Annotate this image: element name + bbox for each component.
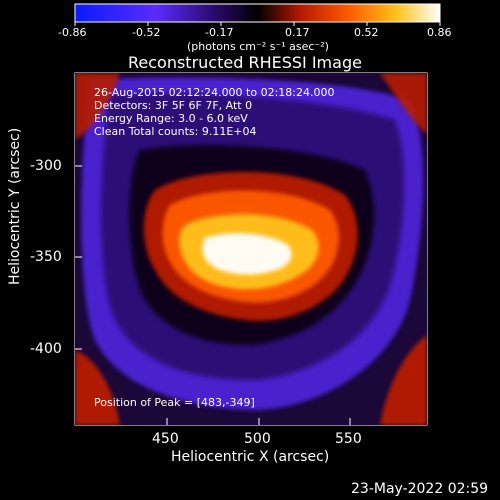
axis-ticks [75,165,351,425]
x-tick-label-2: 500 [244,431,271,447]
plot-title: Reconstructed RHESSI Image [128,53,362,72]
render-timestamp: 23-May-2022 02:59 [351,481,489,497]
colorbar [74,3,441,23]
info-clean: Clean Total counts: 9.11E+04 [94,125,257,138]
y-axis-label: Heliocentric Y (arcsec) [7,127,23,285]
colorbar-tick-label-5: 0.52 [354,26,379,39]
colorbar-tick-label-1: -0.86 [58,26,87,39]
y-tick-label-1: -300 [30,158,62,174]
info-detectors: Detectors: 3F 5F 6F 7F, Att 0 [94,99,253,112]
colorbar-tick-label-3: -0.17 [205,26,234,39]
rhessi-image [75,73,427,425]
x-tick-label-3: 550 [335,431,362,447]
y-tick-label-3: -400 [30,341,62,357]
info-energy-range: Energy Range: 3.0 - 6.0 keV [94,112,248,125]
x-axis-label: Heliocentric X (arcsec) [171,449,330,465]
colorbar-unit-label: (photons cm⁻² s⁻¹ asec⁻²) [187,40,329,53]
info-time-range: 26-Aug-2015 02:12:24.000 to 02:18:24.000 [94,86,335,99]
colorbar-tick-label-4: 0.17 [285,26,310,39]
y-tick-label-2: -350 [30,249,62,265]
x-tick-label-1: 450 [152,431,179,447]
colorbar-ticks [74,22,441,26]
peak-position-note: Position of Peak = [483,-349] [94,396,255,409]
colorbar-tick-label-2: -0.52 [132,26,161,39]
colorbar-tick-label-6: 0.86 [427,26,452,39]
